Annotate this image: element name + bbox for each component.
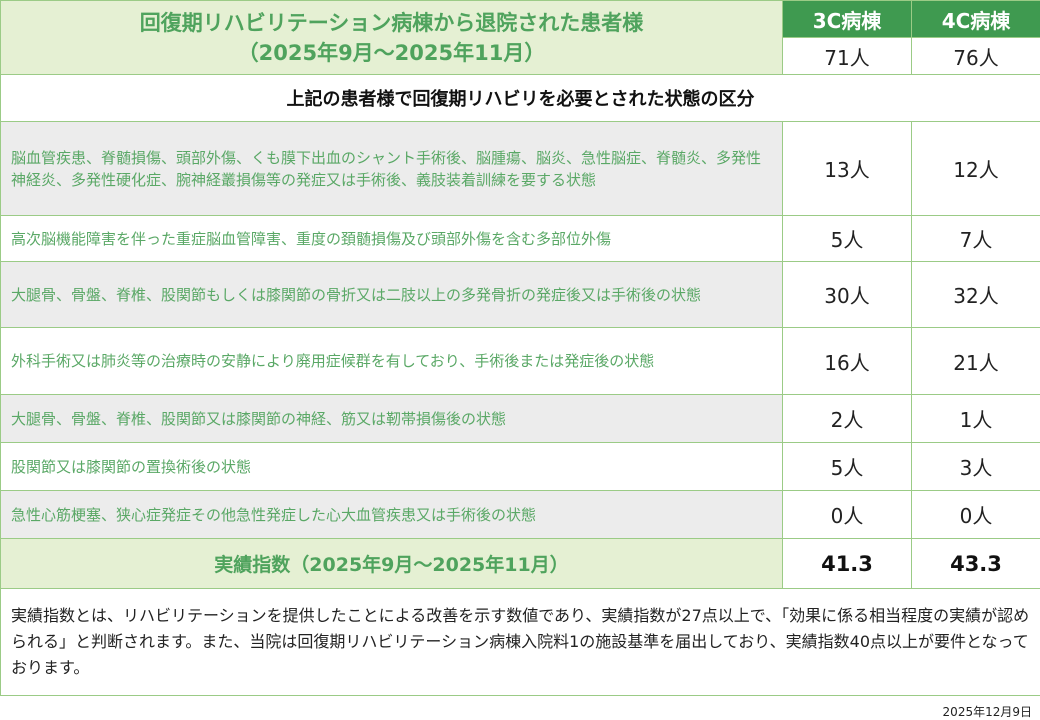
- table-row: 急性心筋梗塞、狭心症発症その他急性発症した心大血管疾患又は手術後の状態 0人 0人: [0, 490, 1040, 539]
- value-4c: 0人: [911, 490, 1040, 539]
- total-3c: 71人: [782, 37, 912, 75]
- table-row: 高次脳機能障害を伴った重症脳血管障害、重度の頚髄損傷及び頭部外傷を含む多部位外傷…: [0, 215, 1040, 262]
- title-line-1: 回復期リハビリテーション病棟から退院された患者様: [139, 10, 644, 35]
- value-3c: 5人: [782, 215, 912, 262]
- value-4c: 32人: [911, 261, 1040, 328]
- row-label: 股関節又は膝関節の置換術後の状態: [0, 442, 783, 491]
- row-label: 大腿骨、骨盤、脊椎、股関節又は膝関節の神経、筋又は靭帯損傷後の状態: [0, 394, 783, 443]
- value-4c: 3人: [911, 442, 1040, 491]
- row-label: 急性心筋梗塞、狭心症発症その他急性発症した心大血管疾患又は手術後の状態: [0, 490, 783, 539]
- summary-4c: 43.3: [911, 538, 1040, 589]
- table-title: 回復期リハビリテーション病棟から退院された患者様 （2025年9月～2025年11…: [0, 0, 783, 75]
- table-row: 股関節又は膝関節の置換術後の状態 5人 3人: [0, 442, 1040, 491]
- table-row: 外科手術又は肺炎等の治療時の安静により廃用症候群を有しており、手術後または発症後…: [0, 327, 1040, 395]
- row-label: 大腿骨、骨盤、脊椎、股関節もしくは膝関節の骨折又は二肢以上の多発骨折の発症後又は…: [0, 261, 783, 328]
- title-period: （2025年9月～2025年11月）: [237, 40, 546, 65]
- ward-header-3c: 3C病棟: [782, 0, 912, 38]
- summary-row: 実績指数（2025年9月～2025年11月） 41.3 43.3: [0, 538, 1040, 589]
- value-4c: 21人: [911, 327, 1040, 395]
- section-title: 上記の患者様で回復期リハビリを必要とされた状態の区分: [0, 74, 1040, 122]
- date-label: 2025年12月9日: [942, 705, 1032, 719]
- row-label: 外科手術又は肺炎等の治療時の安静により廃用症候群を有しており、手術後または発症後…: [0, 327, 783, 395]
- value-4c: 1人: [911, 394, 1040, 443]
- value-3c: 30人: [782, 261, 912, 328]
- value-3c: 16人: [782, 327, 912, 395]
- table-row: 大腿骨、骨盤、脊椎、股関節又は膝関節の神経、筋又は靭帯損傷後の状態 2人 1人: [0, 394, 1040, 443]
- table-row: 脳血管疾患、脊髄損傷、頭部外傷、くも膜下出血のシャント手術後、脳腫瘍、脳炎、急性…: [0, 121, 1040, 216]
- ward-header-4c: 4C病棟: [911, 0, 1040, 38]
- results-table: 回復期リハビリテーション病棟から退院された患者様 （2025年9月～2025年11…: [0, 0, 1040, 696]
- explanation-note: 実績指数とは、リハビリテーションを提供したことによる改善を示す数値であり、実績指…: [0, 588, 1040, 696]
- value-3c: 5人: [782, 442, 912, 491]
- value-3c: 13人: [782, 121, 912, 216]
- value-3c: 0人: [782, 490, 912, 539]
- value-4c: 12人: [911, 121, 1040, 216]
- value-4c: 7人: [911, 215, 1040, 262]
- row-label: 高次脳機能障害を伴った重症脳血管障害、重度の頚髄損傷及び頭部外傷を含む多部位外傷: [0, 215, 783, 262]
- row-label: 脳血管疾患、脊髄損傷、頭部外傷、くも膜下出血のシャント手術後、脳腫瘍、脳炎、急性…: [0, 121, 783, 216]
- table-row: 大腿骨、骨盤、脊椎、股関節もしくは膝関節の骨折又は二肢以上の多発骨折の発症後又は…: [0, 261, 1040, 328]
- total-4c: 76人: [911, 37, 1040, 75]
- summary-label: 実績指数（2025年9月～2025年11月）: [0, 538, 783, 589]
- summary-3c: 41.3: [782, 538, 912, 589]
- value-3c: 2人: [782, 394, 912, 443]
